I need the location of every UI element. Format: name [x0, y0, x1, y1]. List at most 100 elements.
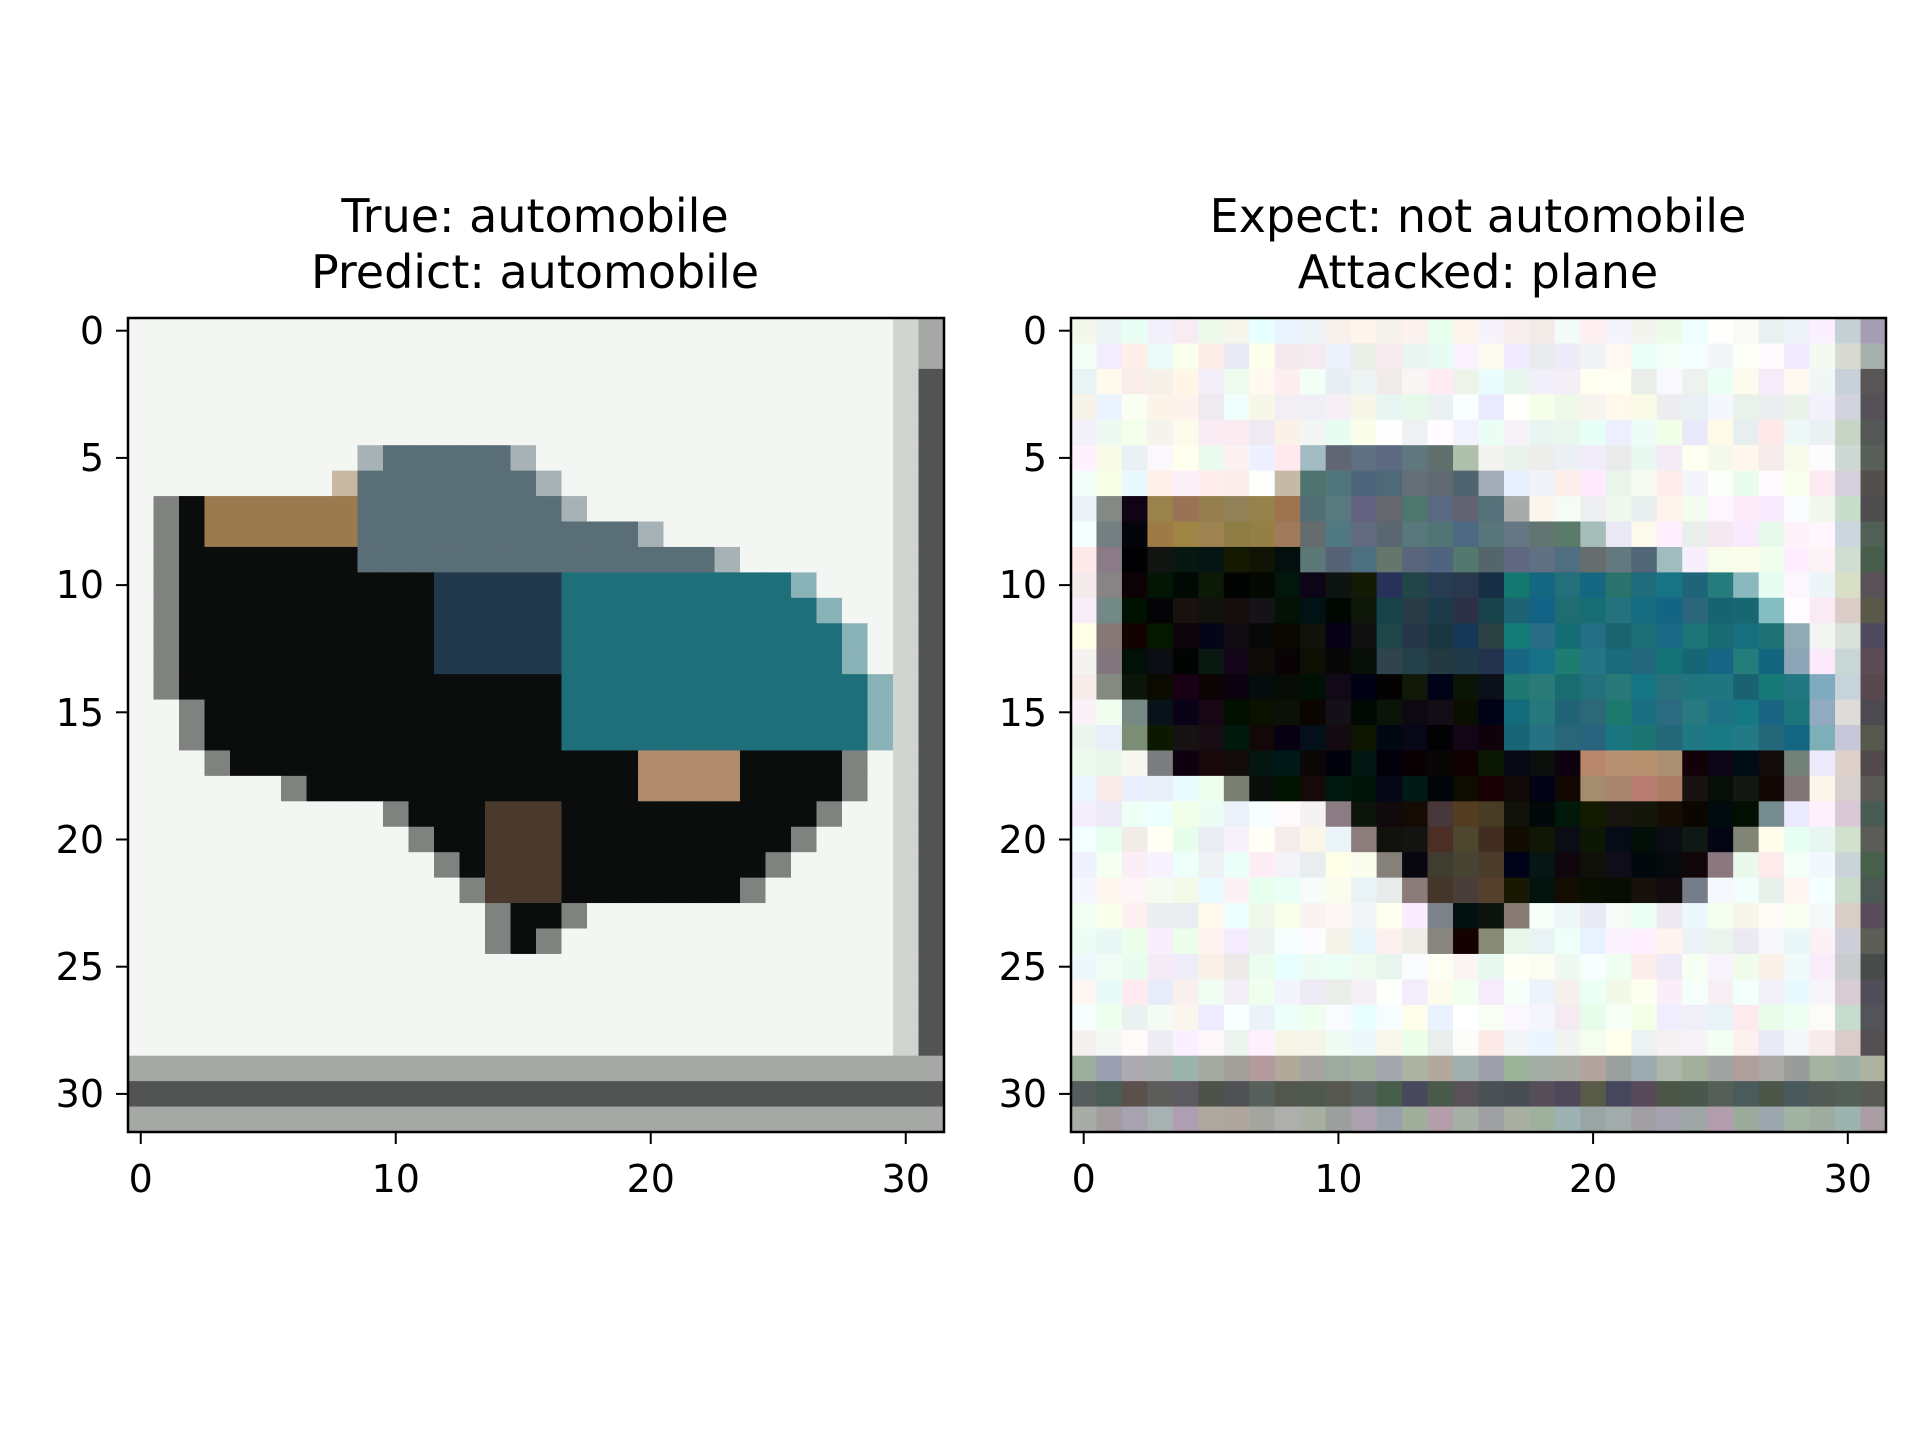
attacked-image-pixel	[1809, 572, 1836, 599]
attacked-image-pixel	[1223, 318, 1250, 345]
attacked-image-pixel	[1402, 699, 1429, 726]
original-image-pixel	[434, 1030, 461, 1057]
attacked-image-pixel	[1605, 953, 1632, 980]
attacked-image-pixel	[1147, 953, 1174, 980]
original-image-pixel	[714, 928, 741, 955]
attacked-image-pixel	[1274, 852, 1301, 879]
original-image-pixel	[893, 979, 920, 1006]
attacked-image-pixel	[1860, 928, 1887, 955]
original-image-pixel	[128, 496, 155, 523]
original-image-pixel	[765, 394, 792, 421]
attacked-image-pixel	[1453, 1055, 1480, 1082]
original-image-pixel	[638, 826, 665, 853]
attacked-image-pixel	[1223, 674, 1250, 701]
original-image-pixel	[587, 318, 614, 345]
attacked-image-pixel	[1758, 1030, 1785, 1057]
original-image-pixel	[842, 470, 869, 497]
original-image-pixel	[332, 725, 359, 752]
attacked-image-pixel	[1580, 750, 1607, 777]
attacked-image-pixel	[1835, 877, 1862, 904]
original-image-pixel	[536, 953, 563, 980]
attacked-image-pixel	[1758, 445, 1785, 472]
attacked-image-pixel	[1631, 903, 1658, 930]
attacked-image-pixel	[1453, 623, 1480, 650]
original-image-pixel	[306, 648, 333, 675]
attacked-image-pixel	[1376, 1055, 1403, 1082]
attacked-image-pixel	[1453, 1106, 1480, 1133]
attacked-image-pixel	[1758, 521, 1785, 548]
original-image-pixel	[459, 852, 486, 879]
attacked-image-pixel	[1758, 1004, 1785, 1031]
attacked-image-pixel	[1402, 394, 1429, 421]
attacked-image-pixel	[1427, 1106, 1454, 1133]
attacked-image-pixel	[1733, 470, 1760, 497]
attacked-image-pixel	[1554, 496, 1581, 523]
attacked-image-pixel	[1554, 1106, 1581, 1133]
attacked-image-pixel	[1121, 368, 1149, 395]
attacked-image-pixel	[1733, 368, 1760, 395]
attacked-image-pixel	[1096, 928, 1123, 955]
original-image-pixel	[306, 775, 333, 802]
original-image-pixel	[867, 343, 894, 370]
original-image-pixel	[536, 445, 563, 472]
original-image-pixel	[357, 470, 384, 497]
attacked-image-pixel	[1121, 801, 1149, 828]
attacked-image-pixel	[1274, 445, 1301, 472]
attacked-image-pixel	[1249, 470, 1276, 497]
attacked-image-pixel	[1758, 572, 1785, 599]
attacked-image-pixel	[1376, 852, 1403, 879]
original-image-pixel	[332, 1004, 359, 1031]
original-image-pixel	[408, 826, 435, 853]
original-image-pixel	[893, 597, 920, 624]
attacked-image-pixel	[1758, 801, 1785, 828]
original-image-pixel	[306, 699, 333, 726]
attacked-image-pixel	[1223, 445, 1250, 472]
original-image-pixel	[842, 1030, 869, 1057]
original-image-pixel	[510, 979, 537, 1006]
attacked-image-pixel	[1605, 623, 1632, 650]
original-image-pixel	[434, 470, 461, 497]
attacked-image-pixel	[1605, 572, 1632, 599]
attacked-image-pixel	[1605, 1004, 1632, 1031]
original-image-pixel	[587, 1081, 614, 1108]
panel-original-y-axis: 0 5 10 15 20 25 30	[56, 309, 128, 1116]
original-image-pixel	[357, 801, 384, 828]
original-image-pixel	[740, 394, 767, 421]
original-image-pixel	[663, 1106, 690, 1133]
attacked-image-pixel	[1656, 852, 1683, 879]
attacked-image-pixel	[1733, 343, 1760, 370]
attacked-image-pixel	[1325, 903, 1352, 930]
attacked-image-pixel	[1376, 725, 1403, 752]
original-image-pixel	[561, 928, 588, 955]
original-image-pixel	[434, 801, 461, 828]
original-image-pixel	[485, 394, 512, 421]
attacked-image-pixel	[1631, 674, 1658, 701]
original-image-pixel	[842, 597, 869, 624]
original-image-pixel	[893, 801, 920, 828]
original-image-pixel	[128, 801, 155, 828]
attacked-image-pixel	[1223, 419, 1250, 446]
original-image-pixel	[128, 318, 155, 345]
attacked-image-pixel	[1580, 445, 1607, 472]
original-image-pixel	[893, 648, 920, 675]
attacked-image-pixel	[1453, 496, 1480, 523]
attacked-image-pixel	[1605, 979, 1632, 1006]
original-image-pixel	[561, 1030, 588, 1057]
original-image-pixel	[587, 775, 614, 802]
original-image-pixel	[791, 368, 818, 395]
attacked-image-pixel	[1503, 546, 1531, 573]
y-tick-label: 30	[56, 1072, 104, 1116]
attacked-image-pixel	[1529, 877, 1556, 904]
original-image-pixel	[153, 496, 180, 523]
attacked-image-pixel	[1453, 394, 1480, 421]
original-image-pixel	[281, 674, 308, 701]
attacked-image-pixel	[1503, 597, 1531, 624]
attacked-image-pixel	[1656, 394, 1683, 421]
attacked-image-pixel	[1605, 546, 1632, 573]
original-image-pixel	[587, 496, 614, 523]
attacked-image-pixel	[1249, 699, 1276, 726]
attacked-image-pixel	[1860, 877, 1887, 904]
original-image-pixel	[893, 1055, 920, 1082]
original-image-pixel	[128, 928, 155, 955]
attacked-image-pixel	[1758, 470, 1785, 497]
